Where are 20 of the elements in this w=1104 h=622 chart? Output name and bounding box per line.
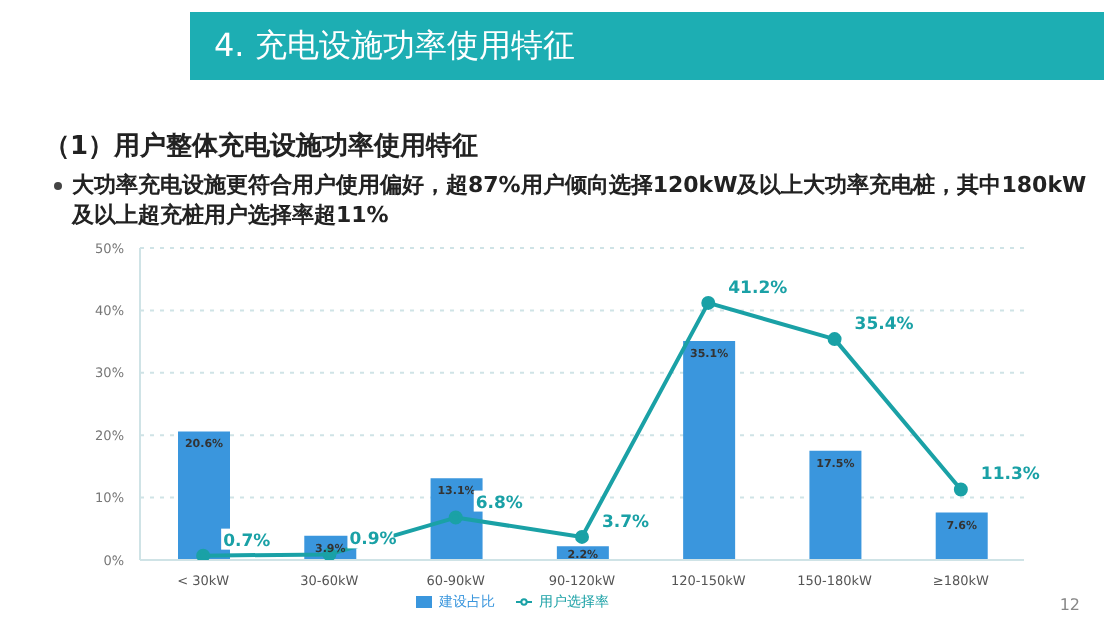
chart-title: 4. 充电设施功率使用特征 [190, 12, 1104, 80]
text: 12 [1059, 596, 1080, 614]
point [827, 332, 842, 347]
point [196, 548, 211, 560]
bar [935, 512, 988, 560]
data-label: 3.7% [602, 512, 651, 533]
bar [809, 450, 862, 560]
point [448, 510, 463, 525]
chart-subtitle: （1）用户整体充电设施功率使用特征 [44, 129, 479, 164]
point [575, 529, 589, 544]
point [701, 295, 716, 310]
data-label: 0.7% [223, 531, 272, 552]
data-label: 35.4% [854, 315, 915, 336]
bar [683, 340, 736, 560]
data-label: 0.9% [349, 530, 398, 551]
text: 大功率充电设施更符合用户使用偏好，超87%用户倾向选择120kW及以上大功率充电桩，其中180kW及以上超充桩用户选择率超11% [69, 170, 1089, 230]
data-label: 41.2% [728, 278, 789, 299]
point [953, 482, 968, 497]
data-label: 11.3% [980, 465, 1041, 486]
data-label: 6.8% [475, 493, 524, 514]
